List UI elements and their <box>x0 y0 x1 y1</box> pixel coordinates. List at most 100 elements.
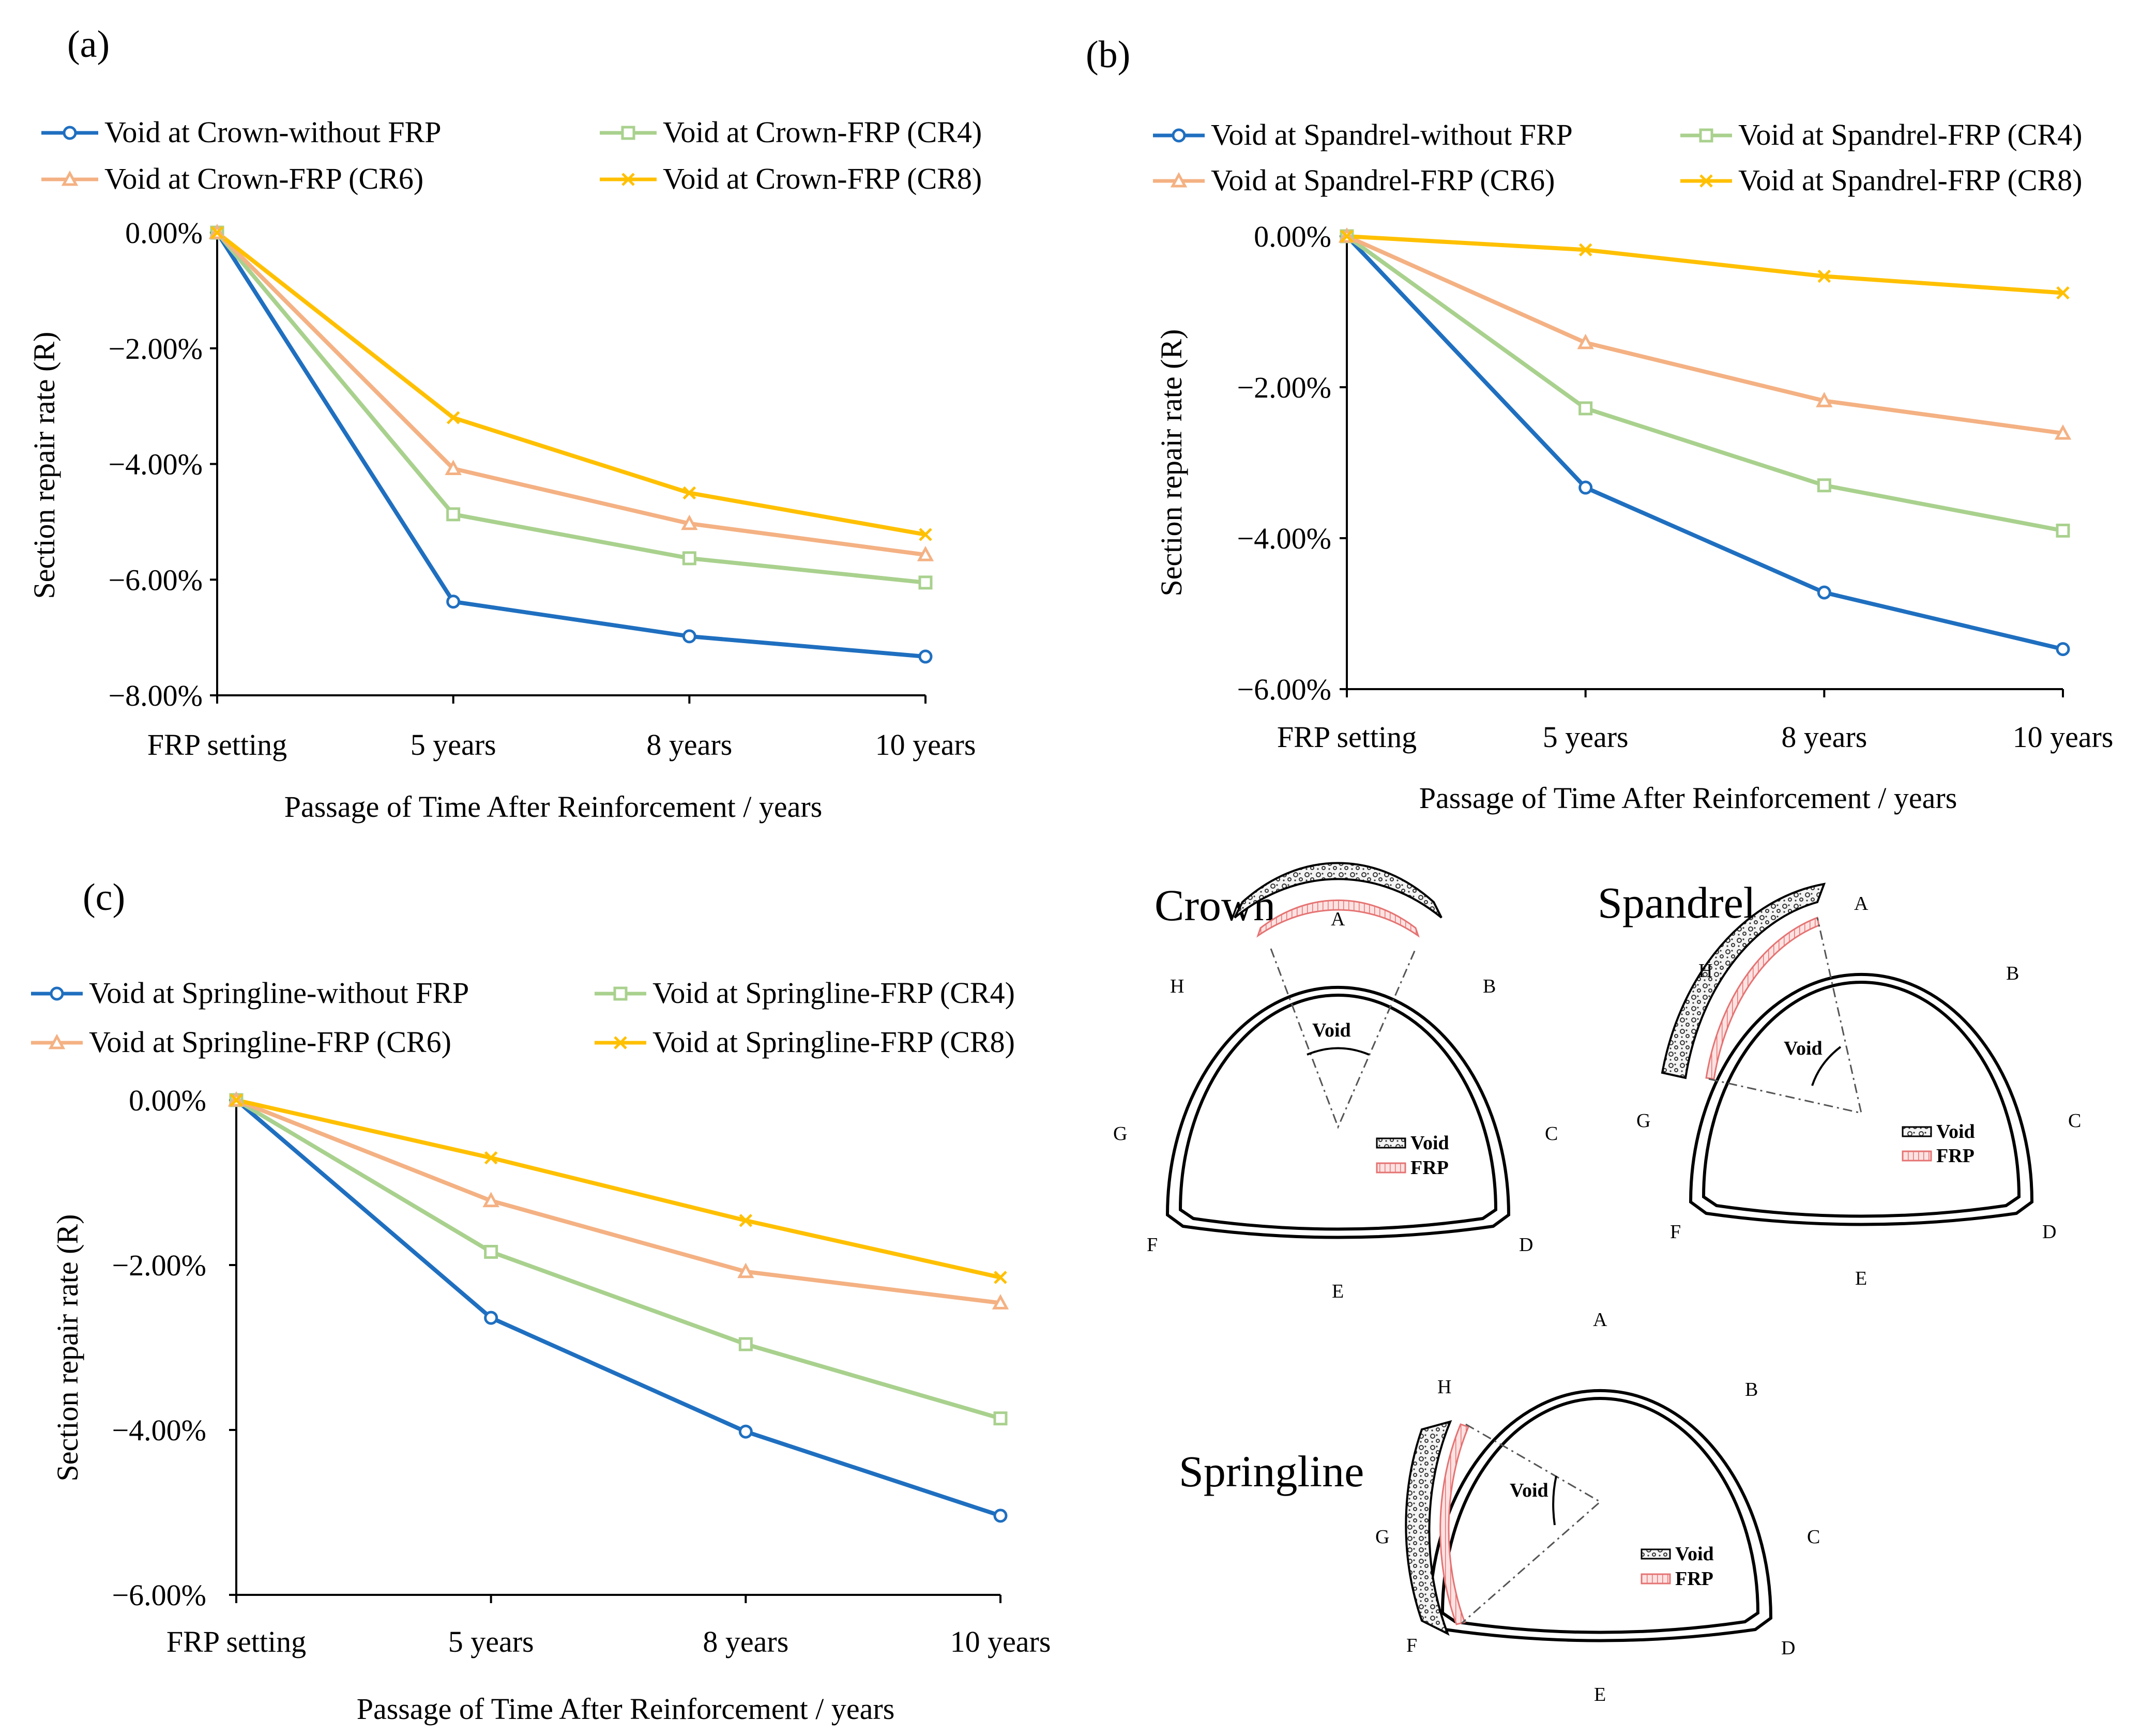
legend-marker <box>48 1033 66 1049</box>
x-tick-label: 5 years <box>411 728 496 762</box>
x-tick-label: 8 years <box>646 728 732 762</box>
point-label-h: H <box>1698 960 1712 982</box>
data-point <box>994 1271 1007 1284</box>
x-tick-label: 10 years <box>2013 720 2114 754</box>
x-tick-label: FRP setting <box>147 728 287 762</box>
diagram-spandrel: Spandrel Void A B C D E F G H Void FRP <box>1598 878 2081 1289</box>
legend-void-swatch <box>1902 1126 1932 1137</box>
data-point <box>2056 523 2070 538</box>
legend-label: Void at Crown-FRP (CR4) <box>663 115 982 149</box>
data-point <box>2054 424 2072 440</box>
y-tick-label: −4.00% <box>1237 522 1331 555</box>
point-label-b: B <box>1745 1379 1758 1400</box>
point-label-f: F <box>1406 1635 1417 1656</box>
data-point <box>2056 286 2070 300</box>
void-angle-line <box>1270 948 1417 1129</box>
void-region <box>1405 1420 1452 1636</box>
x-axis-title: Passage of Time After Reinforcement / ye… <box>1419 781 1957 815</box>
panel-label: (b) <box>1086 34 1130 76</box>
point-label-f: F <box>1147 1234 1158 1256</box>
data-point <box>484 1151 498 1165</box>
y-tick-label: 0.00% <box>125 216 203 250</box>
point-label-b: B <box>2006 963 2019 984</box>
y-tick-label: −2.00% <box>1237 371 1331 404</box>
data-point <box>210 226 224 239</box>
series-line <box>216 231 926 557</box>
y-tick-label: −2.00% <box>112 1248 206 1282</box>
point-label-e: E <box>1332 1281 1344 1302</box>
legend-frp-swatch <box>1376 1162 1406 1174</box>
diagram-springline-title: Springline <box>1179 1446 1364 1496</box>
diagram-springline: Springline Void A B C D E F G H Void FRP <box>1179 1309 1820 1705</box>
legend-marker <box>614 1036 627 1049</box>
point-label-c: C <box>1545 1123 1558 1145</box>
series-line <box>215 231 926 585</box>
data-point <box>484 1244 498 1259</box>
void-region <box>1234 862 1442 919</box>
void-angle-line <box>1708 917 1862 1114</box>
point-label-h: H <box>1437 1376 1451 1398</box>
data-point <box>738 1424 753 1439</box>
data-point <box>1577 333 1594 349</box>
data-point <box>917 545 934 561</box>
data-point <box>993 1411 1008 1426</box>
void-angle-arc <box>1552 1475 1557 1526</box>
tunnel-outer-ring <box>1428 1389 1773 1642</box>
data-point <box>1816 392 1833 407</box>
data-point <box>1578 480 1593 495</box>
y-tick-label: −2.00% <box>108 332 203 366</box>
legend-label: Void at Spandrel-FRP (CR8) <box>1738 163 2082 197</box>
y-tick-label: −8.00% <box>108 679 203 712</box>
legend-marker <box>621 173 635 186</box>
panel-label: (c) <box>83 876 125 919</box>
legend-label: Void at Spandrel-without FRP <box>1211 118 1573 151</box>
diagram-crown: Crown Void A B C D E F G H Void FRP <box>1113 862 1558 1302</box>
legend-label: Void at Springline-without FRP <box>89 976 469 1010</box>
diagram-spandrel-title: Spandrel <box>1598 878 1756 927</box>
legend-void-swatch <box>1376 1137 1406 1149</box>
legend-label: Void at Spandrel-FRP (CR6) <box>1211 163 1555 197</box>
data-point <box>993 1509 1008 1523</box>
y-tick-label: −6.00% <box>1237 673 1331 706</box>
point-label-g: G <box>1636 1110 1650 1132</box>
data-point <box>1578 243 1592 257</box>
legend-marker <box>621 126 635 140</box>
tunnel-inner-ring <box>1702 981 2021 1218</box>
y-axis-title: Section repair rate (R) <box>51 1214 84 1482</box>
x-tick-label: 10 years <box>875 728 976 762</box>
series-line <box>236 1098 1001 1280</box>
legend-marker <box>1699 174 1713 188</box>
point-label-f: F <box>1670 1221 1681 1243</box>
point-label-h: H <box>1170 976 1184 997</box>
void-angle-arc <box>1811 1046 1842 1086</box>
frp-layer <box>1439 1423 1469 1625</box>
data-point <box>230 1093 243 1107</box>
x-axis-title: Passage of Time After Reinforcement / ye… <box>357 1692 895 1726</box>
frp-layer <box>1256 899 1420 938</box>
x-tick-label: 5 years <box>448 1625 534 1658</box>
point-label-a: A <box>1331 908 1345 930</box>
data-point <box>484 1311 498 1325</box>
y-tick-label: 0.00% <box>1254 220 1331 253</box>
y-axis-title: Section repair rate (R) <box>1155 329 1188 597</box>
x-tick-label: 8 years <box>703 1625 788 1658</box>
void-region <box>1661 882 1826 1079</box>
y-tick-label: −6.00% <box>108 563 203 597</box>
data-point <box>446 411 460 424</box>
diagram-crown-title: Crown <box>1155 880 1276 930</box>
legend-label: Void at Crown-without FRP <box>104 115 442 149</box>
tunnel-outer-ring <box>1689 973 2034 1226</box>
legend-marker <box>50 986 64 1001</box>
legend-frp-label: FRP <box>1936 1145 1975 1167</box>
void-angle-label: Void <box>1312 1019 1351 1041</box>
series-line <box>235 1098 1001 1518</box>
x-tick-label: 10 years <box>950 1625 1051 1658</box>
legend-frp-swatch <box>1902 1150 1932 1162</box>
x-tick-label: FRP setting <box>1277 720 1417 754</box>
data-point <box>682 486 696 500</box>
x-tick-label: 5 years <box>1543 720 1629 754</box>
frp-layer <box>1705 916 1820 1080</box>
series-line <box>1346 234 2063 436</box>
void-angle-arc <box>1307 1047 1370 1056</box>
data-point <box>918 575 933 590</box>
